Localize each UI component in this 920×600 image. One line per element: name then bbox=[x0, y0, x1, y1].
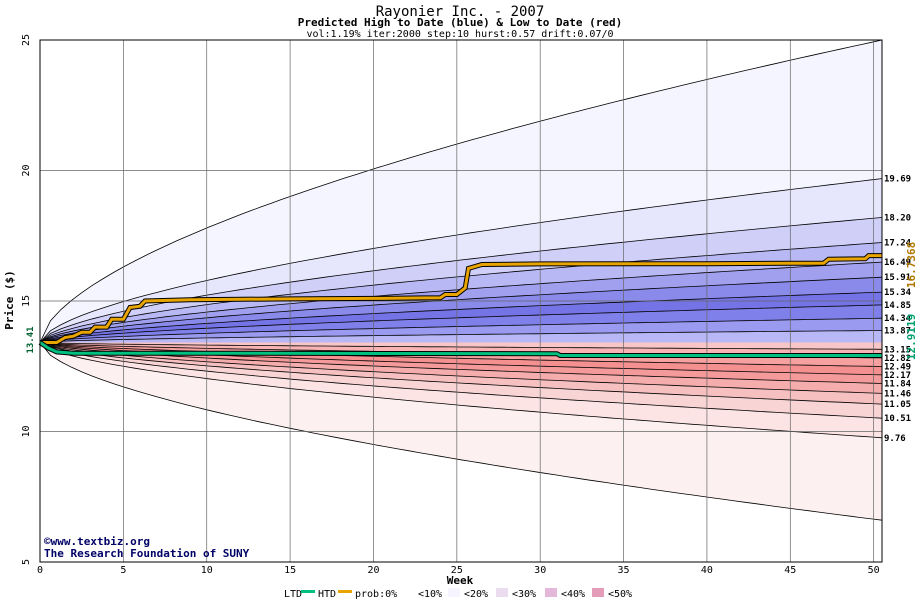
x-tick-label-10: 10 bbox=[201, 565, 213, 576]
band-end-label-1: 19.69 bbox=[884, 175, 911, 185]
legend-item-1: <10% bbox=[418, 589, 442, 600]
band-end-label-11: 12.82 bbox=[884, 354, 911, 364]
series-lines bbox=[38, 253, 882, 358]
credit-website: ©www.textbiz.org bbox=[44, 535, 150, 548]
band-boundary-18 bbox=[40, 342, 882, 439]
band-boundary-14 bbox=[40, 342, 882, 384]
lower-band-0 bbox=[40, 342, 882, 350]
legend-item-0: prob:0% bbox=[355, 589, 397, 600]
band-end-label-10: 13.15 bbox=[884, 345, 911, 355]
band-end-label-17: 10.51 bbox=[884, 414, 911, 424]
band-end-label-16: 11.05 bbox=[884, 400, 911, 410]
legend-swatch-0 bbox=[402, 588, 414, 597]
band-boundary-5 bbox=[40, 276, 882, 343]
chart-subtitle: Predicted High to Date (blue) & Low to D… bbox=[298, 16, 623, 29]
upper-band-5 bbox=[40, 277, 882, 343]
legend-ltd-swatch bbox=[301, 590, 315, 593]
upper-band-9 bbox=[40, 330, 882, 343]
band-boundary-8 bbox=[40, 317, 882, 343]
legend-ltd-label: LTD bbox=[284, 589, 302, 600]
htd-end-label: 16.7368 bbox=[905, 242, 918, 288]
x-tick-label-50: 50 bbox=[868, 565, 880, 576]
band-boundary-17 bbox=[40, 342, 882, 419]
band-boundary-16 bbox=[40, 342, 882, 405]
legend-swatch-4 bbox=[592, 588, 604, 597]
chart-params: vol:1.19% iter:2000 step:10 hurst:0.57 d… bbox=[306, 29, 613, 40]
x-tick-label-0: 0 bbox=[37, 565, 43, 576]
band-boundary-10 bbox=[40, 342, 882, 350]
legend-swatch-3 bbox=[545, 588, 557, 597]
x-tick-label-20: 20 bbox=[367, 565, 379, 576]
legend-item-4: <40% bbox=[561, 589, 585, 600]
band-end-label-14: 11.84 bbox=[884, 379, 912, 389]
band-end-label-5: 15.91 bbox=[884, 273, 911, 283]
series-line-0 bbox=[40, 254, 882, 344]
y-tick-label-15: 15 bbox=[21, 295, 32, 307]
band-end-label-6: 15.34 bbox=[884, 288, 912, 298]
band-boundary-9 bbox=[40, 330, 882, 343]
x-axis-label: Week bbox=[447, 574, 474, 587]
band-end-label-4: 16.49 bbox=[884, 258, 911, 268]
legend-htd-swatch bbox=[338, 590, 352, 593]
x-tick-label-35: 35 bbox=[618, 565, 630, 576]
band-boundary-6 bbox=[40, 291, 882, 343]
band-end-label-13: 12.17 bbox=[884, 371, 911, 381]
legend: LTD HTD prob:0% <10% <20% <30% <40% <50% bbox=[284, 588, 632, 600]
legend-item-3: <30% bbox=[512, 589, 536, 600]
lower-band-7 bbox=[40, 342, 882, 419]
band-end-label-7: 14.85 bbox=[884, 301, 911, 311]
probability-bands bbox=[40, 40, 882, 521]
chart-title: Rayonier Inc. - 2007 bbox=[376, 4, 545, 20]
y-axis-label: Price ($) bbox=[3, 270, 16, 330]
band-boundary-15 bbox=[40, 342, 882, 394]
lower-band-5 bbox=[40, 342, 882, 394]
band-end-labels: 19.69 18.20 17.24 16.49 15.91 15.34 14.85 14.34… bbox=[884, 175, 912, 444]
legend-htd-label: HTD bbox=[318, 589, 336, 600]
y-tick-label-10: 10 bbox=[21, 425, 32, 437]
upper-band-0 bbox=[40, 40, 882, 343]
ltd-end-label: 12.9119 bbox=[905, 314, 918, 360]
band-end-label-2: 18.20 bbox=[884, 213, 911, 223]
band-boundary-1 bbox=[40, 178, 882, 343]
band-boundary-3 bbox=[40, 242, 882, 343]
plot-frame bbox=[39, 39, 883, 563]
upper-band-3 bbox=[40, 242, 882, 343]
upper-band-1 bbox=[40, 178, 882, 343]
upper-band-4 bbox=[40, 262, 882, 343]
start-price-label: 13.41 bbox=[26, 326, 36, 353]
lower-band-6 bbox=[40, 342, 882, 405]
y-tick-label-25: 25 bbox=[21, 34, 32, 46]
lower-band-8 bbox=[40, 342, 882, 438]
band-boundary-19 bbox=[40, 342, 882, 521]
x-tick-label-30: 30 bbox=[534, 565, 546, 576]
band-end-label-9: 13.87 bbox=[884, 326, 911, 336]
legend-item-5: <50% bbox=[608, 589, 632, 600]
band-end-label-3: 17.24 bbox=[884, 239, 912, 249]
credit-organization: The Research Foundation of SUNY bbox=[44, 547, 250, 560]
band-end-label-8: 14.34 bbox=[884, 314, 912, 324]
x-tick-label-45: 45 bbox=[784, 565, 796, 576]
y-tick-label-5: 5 bbox=[21, 559, 32, 565]
x-tick-label-40: 40 bbox=[701, 565, 713, 576]
upper-band-7 bbox=[40, 304, 882, 343]
x-tick-label-15: 15 bbox=[284, 565, 296, 576]
legend-item-2: <20% bbox=[464, 589, 488, 600]
band-end-label-12: 12.49 bbox=[884, 363, 911, 373]
band-end-label-18: 9.76 bbox=[884, 434, 906, 444]
x-tick-label-5: 5 bbox=[120, 565, 126, 576]
y-tick-label-20: 20 bbox=[21, 164, 32, 176]
legend-swatch-2 bbox=[496, 588, 508, 597]
legend-swatch-1 bbox=[448, 588, 460, 597]
band-end-label-15: 11.46 bbox=[884, 389, 911, 399]
band-boundary-0 bbox=[40, 40, 882, 343]
x-tick-label-25: 25 bbox=[451, 565, 463, 576]
upper-band-8 bbox=[40, 318, 882, 343]
lower-band-4 bbox=[40, 342, 882, 384]
band-boundary-7 bbox=[40, 304, 882, 343]
upper-band-2 bbox=[40, 217, 882, 343]
series-line-1 bbox=[39, 341, 882, 357]
